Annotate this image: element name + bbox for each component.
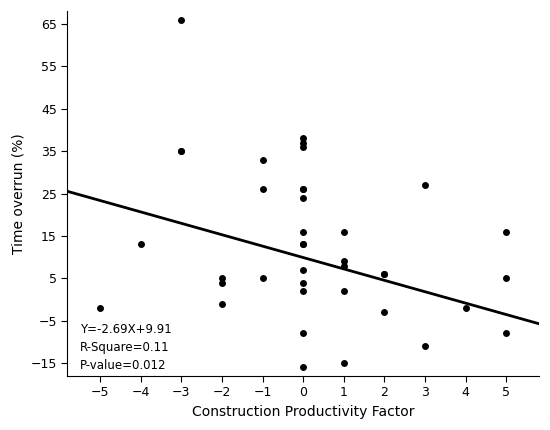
Point <box>217 279 226 286</box>
Point <box>177 16 186 23</box>
Point <box>299 228 307 235</box>
Point <box>217 301 226 307</box>
Point <box>339 288 348 295</box>
Point <box>502 275 511 282</box>
Point <box>299 279 307 286</box>
Point <box>380 270 389 277</box>
Point <box>177 147 186 154</box>
Text: Y=-2.69X+9.91
R-Square=0.11
P-value=0.012: Y=-2.69X+9.91 R-Square=0.11 P-value=0.01… <box>80 323 172 372</box>
Point <box>339 262 348 269</box>
Point <box>299 241 307 248</box>
X-axis label: Construction Productivity Factor: Construction Productivity Factor <box>192 405 414 419</box>
Point <box>299 194 307 201</box>
Point <box>380 309 389 316</box>
Point <box>339 228 348 235</box>
Point <box>299 288 307 295</box>
Point <box>421 343 430 350</box>
Point <box>299 144 307 150</box>
Point <box>461 304 470 311</box>
Y-axis label: Time overrun (%): Time overrun (%) <box>11 133 25 254</box>
Point <box>380 270 389 277</box>
Point <box>502 330 511 337</box>
Point <box>299 241 307 248</box>
Point <box>421 181 430 188</box>
Point <box>299 186 307 193</box>
Point <box>258 186 267 193</box>
Point <box>299 139 307 146</box>
Point <box>502 228 511 235</box>
Point <box>299 135 307 142</box>
Point <box>299 330 307 337</box>
Point <box>217 275 226 282</box>
Point <box>136 241 145 248</box>
Point <box>339 360 348 367</box>
Point <box>299 364 307 371</box>
Point <box>299 267 307 273</box>
Point <box>258 156 267 163</box>
Point <box>339 258 348 265</box>
Point <box>258 275 267 282</box>
Point <box>177 147 186 154</box>
Point <box>299 186 307 193</box>
Point <box>96 304 104 311</box>
